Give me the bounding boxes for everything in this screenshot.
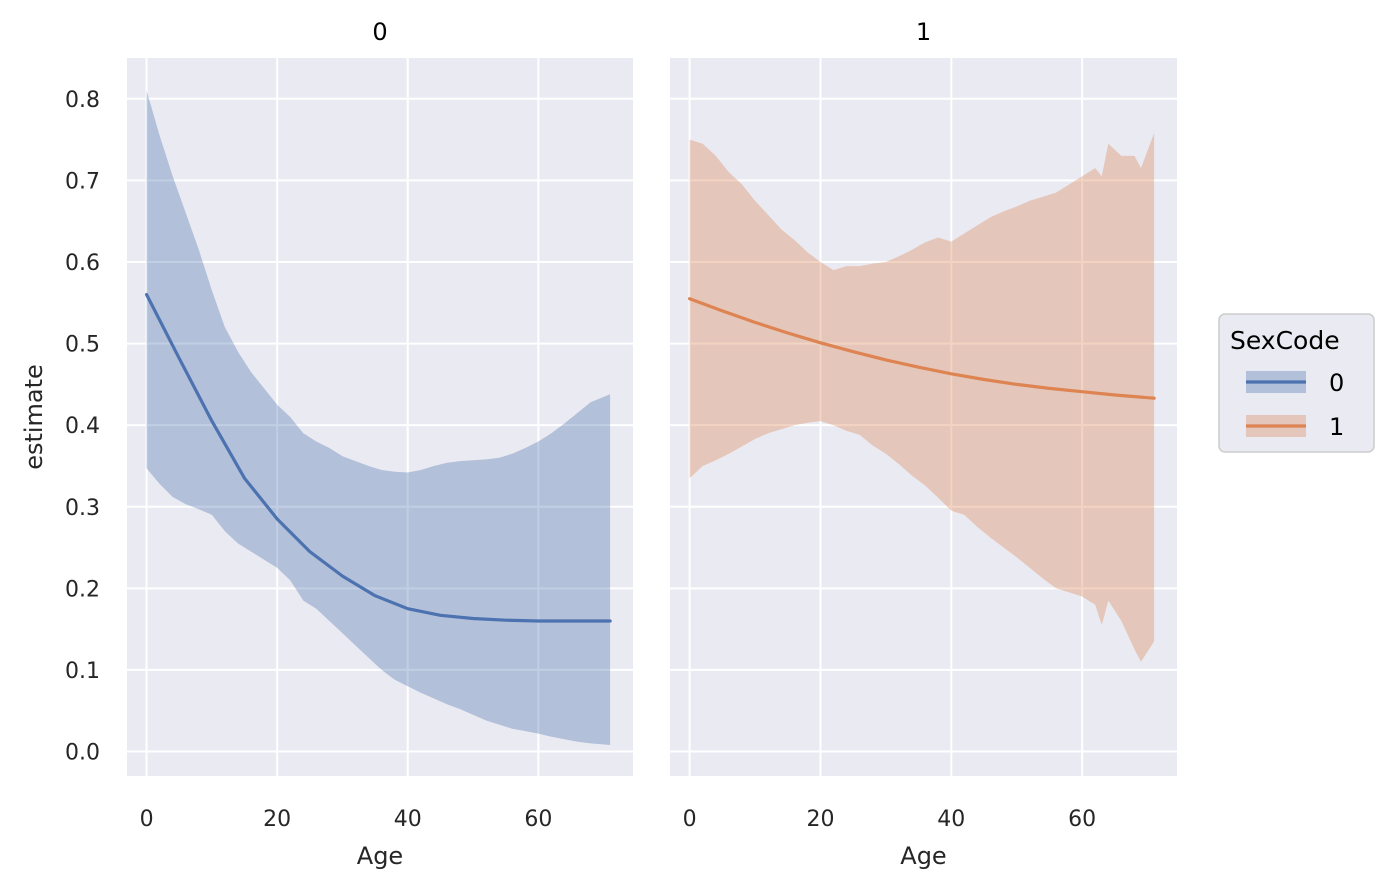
y-tick-label: 0.2 <box>65 577 100 602</box>
y-tick-label: 0.8 <box>65 88 100 113</box>
y-axis-title: estimate <box>20 364 48 470</box>
panel-title: 0 <box>372 18 387 46</box>
legend-label-1: 1 <box>1329 413 1344 441</box>
y-tick-label: 0.6 <box>65 251 100 276</box>
legend: SexCode 0 1 <box>1218 313 1375 453</box>
x-tick-label: 0 <box>140 807 154 832</box>
y-tick-label: 0.3 <box>65 496 100 521</box>
x-axis-title: Age <box>900 842 946 870</box>
x-tick-label: 20 <box>263 807 291 832</box>
x-tick-label: 60 <box>1068 807 1096 832</box>
fitted-line-1 <box>687 297 1156 400</box>
x-axis-title: Age <box>357 842 403 870</box>
fitted-line-0 <box>145 293 612 623</box>
y-tick-label: 0.4 <box>65 414 100 439</box>
y-tick-label: 0.1 <box>65 659 100 684</box>
legend-label-0: 0 <box>1329 369 1344 397</box>
y-tick-label: 0.7 <box>65 169 100 194</box>
facet-panel-1: 1 0 20 40 60 Age <box>670 18 1177 870</box>
x-tick-label: 20 <box>806 807 834 832</box>
x-tick-label: 40 <box>394 807 422 832</box>
confidence-band-1 <box>689 133 1155 662</box>
y-tick-label: 0.0 <box>65 741 100 766</box>
x-tick-label: 60 <box>524 807 552 832</box>
panel-title: 1 <box>916 18 931 46</box>
x-tick-label: 40 <box>937 807 965 832</box>
y-tick-label: 0.5 <box>65 333 100 358</box>
x-tick-label: 0 <box>683 807 697 832</box>
legend-title: SexCode <box>1230 326 1340 355</box>
confidence-band-0 <box>146 90 611 746</box>
facet-panel-0: 0 0 20 40 60 Age 0.0 0.1 0.2 0.3 0.4 0.5 0.6 0.7 0.8 <box>65 18 633 870</box>
plot-background <box>670 58 1177 776</box>
